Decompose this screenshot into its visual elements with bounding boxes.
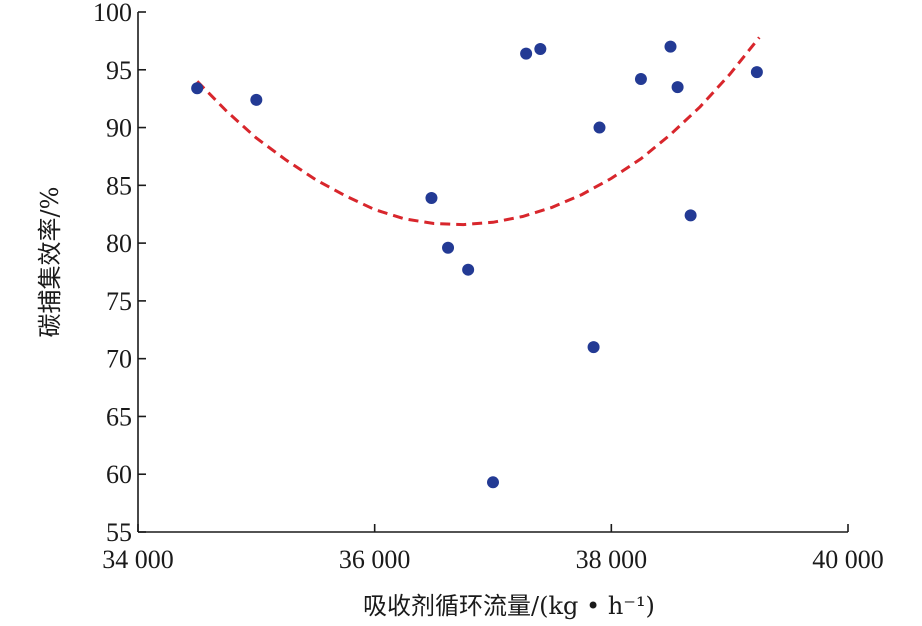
- fit-curve: [196, 36, 761, 227]
- data-point: [534, 42, 547, 55]
- data-point: [462, 263, 475, 276]
- x-tick-label: 40 000: [812, 545, 884, 574]
- x-tick-label: 38 000: [576, 545, 648, 574]
- data-point: [442, 241, 455, 254]
- y-ticks: 55 60 65 70 75 80 85 90 95 100: [93, 0, 146, 547]
- data-point: [671, 81, 684, 94]
- data-point: [425, 192, 438, 205]
- x-tick-label: 34 000: [102, 545, 174, 574]
- data-point: [750, 66, 763, 79]
- y-tick-label: 55: [106, 518, 132, 547]
- data-point: [634, 73, 647, 86]
- x-ticks: 34 000 36 000 38 000 40 000: [102, 524, 884, 574]
- fit-curve-layer: [196, 36, 761, 227]
- y-axis-title: 碳捕集效率/%: [36, 187, 64, 338]
- data-point: [593, 121, 606, 134]
- data-point: [664, 40, 677, 53]
- scatter-points: [191, 40, 763, 489]
- y-tick-label: 85: [106, 171, 132, 200]
- y-tick-label: 80: [106, 229, 132, 258]
- y-tick-label: 75: [106, 287, 132, 316]
- data-point: [191, 82, 204, 95]
- y-tick-label: 95: [106, 56, 132, 85]
- y-tick-label: 100: [93, 0, 132, 27]
- x-tick-label: 36 000: [339, 545, 411, 574]
- data-point: [587, 341, 600, 354]
- x-axis-title: 吸收剂循环流量/(kg • h⁻¹): [363, 592, 655, 620]
- data-point: [487, 476, 499, 489]
- y-tick-label: 70: [106, 345, 132, 374]
- y-tick-label: 90: [106, 114, 132, 143]
- axes: [137, 12, 848, 533]
- data-point: [684, 209, 697, 222]
- y-tick-label: 60: [106, 460, 132, 489]
- data-point: [520, 47, 533, 60]
- y-tick-label: 65: [106, 402, 132, 431]
- data-point: [250, 93, 263, 106]
